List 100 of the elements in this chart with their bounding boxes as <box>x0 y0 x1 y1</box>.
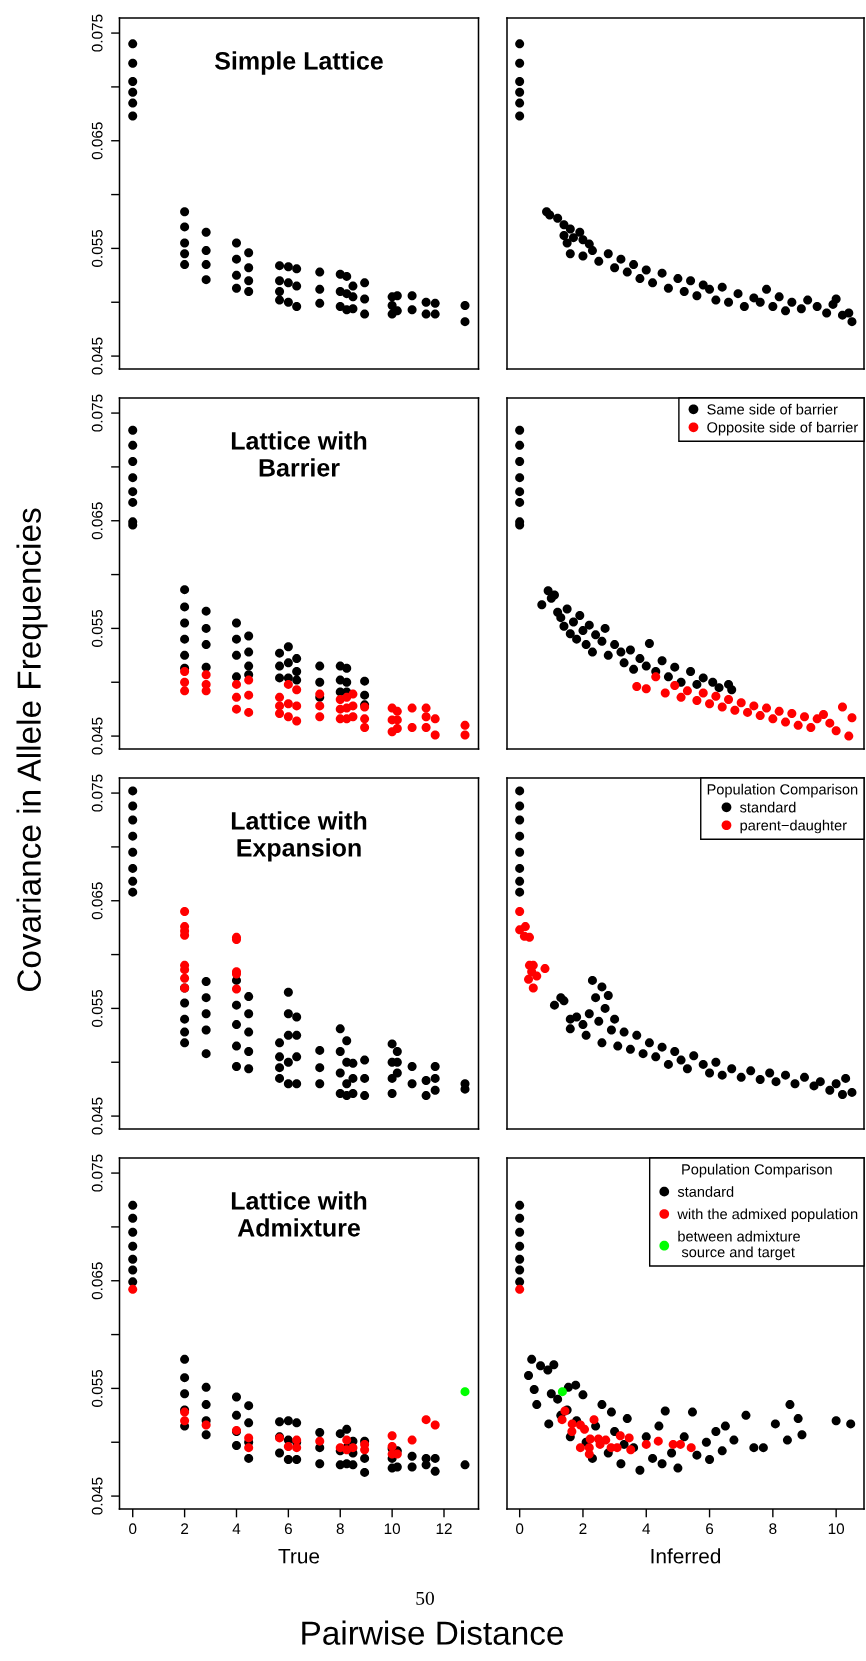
point <box>532 971 542 981</box>
point <box>180 618 190 628</box>
point <box>515 58 525 68</box>
point <box>768 714 778 724</box>
point <box>679 286 689 296</box>
point <box>315 1436 325 1446</box>
point <box>559 230 569 240</box>
point <box>717 1070 727 1080</box>
point <box>689 1051 699 1061</box>
point <box>421 722 431 732</box>
point <box>275 1417 285 1427</box>
point <box>749 701 759 711</box>
point <box>407 1462 417 1472</box>
y-tick-label: 0.075 <box>91 774 103 812</box>
point <box>619 1027 629 1037</box>
point <box>622 267 632 277</box>
point <box>568 617 578 627</box>
point <box>565 249 575 259</box>
point <box>616 254 626 264</box>
point <box>698 688 708 698</box>
point <box>515 887 525 897</box>
point <box>515 39 525 49</box>
point <box>360 690 370 700</box>
point <box>578 626 588 636</box>
point <box>275 692 285 702</box>
point <box>847 713 857 723</box>
point <box>180 973 190 983</box>
point <box>549 1000 559 1010</box>
point <box>515 847 525 857</box>
point <box>641 265 651 275</box>
x-tick-label: 4 <box>642 1523 651 1534</box>
point <box>765 1068 775 1078</box>
point <box>315 701 325 711</box>
point <box>283 642 293 652</box>
point <box>781 1070 791 1080</box>
point <box>360 1467 370 1477</box>
point <box>342 677 352 687</box>
point <box>201 1420 211 1430</box>
point <box>244 690 254 700</box>
point <box>348 1443 358 1453</box>
point <box>292 685 302 695</box>
point <box>565 1024 575 1034</box>
point <box>128 1200 138 1210</box>
point <box>796 304 806 314</box>
point <box>283 712 293 722</box>
point <box>244 1433 254 1443</box>
point <box>591 993 601 1003</box>
point <box>430 730 440 740</box>
point <box>231 692 241 702</box>
point <box>421 1460 431 1470</box>
y-tick-label: 0.045 <box>91 337 103 375</box>
point <box>575 227 585 237</box>
legend-label: standard <box>677 1186 734 1197</box>
point <box>292 1418 302 1428</box>
point <box>587 647 597 657</box>
point <box>714 683 724 693</box>
point <box>584 620 594 630</box>
point <box>603 650 613 660</box>
legend-label: Same side of barrier <box>707 403 838 415</box>
y-tick-label: 0.065 <box>91 122 103 160</box>
point <box>244 1401 254 1411</box>
x-tick-label: 6 <box>284 1523 292 1535</box>
point <box>128 457 138 467</box>
point <box>755 711 765 721</box>
point <box>407 703 417 713</box>
point <box>825 718 835 728</box>
point <box>635 654 645 664</box>
point <box>568 233 578 243</box>
point <box>847 317 857 327</box>
point <box>275 661 285 671</box>
point <box>515 487 525 497</box>
point <box>180 1373 190 1383</box>
point <box>460 1387 470 1397</box>
y-tick-label: 0.065 <box>91 882 103 920</box>
point <box>629 664 639 674</box>
point <box>515 425 525 435</box>
point <box>180 650 190 660</box>
point <box>292 716 302 726</box>
point <box>421 712 431 722</box>
point <box>559 220 569 230</box>
point <box>342 1435 352 1445</box>
point <box>670 662 680 672</box>
point <box>818 710 828 720</box>
point <box>244 707 254 717</box>
point <box>663 283 673 293</box>
point <box>591 630 601 640</box>
point <box>128 487 138 497</box>
point <box>774 706 784 716</box>
point <box>407 1451 417 1461</box>
point <box>610 263 620 273</box>
text: Lattice with Admixture <box>231 1191 367 1237</box>
point <box>749 293 759 303</box>
point <box>644 1038 654 1048</box>
point <box>348 701 358 711</box>
point <box>711 1057 721 1067</box>
point <box>128 1241 138 1251</box>
point <box>201 670 211 680</box>
point <box>460 730 470 740</box>
point <box>762 703 772 713</box>
point <box>460 1460 470 1470</box>
